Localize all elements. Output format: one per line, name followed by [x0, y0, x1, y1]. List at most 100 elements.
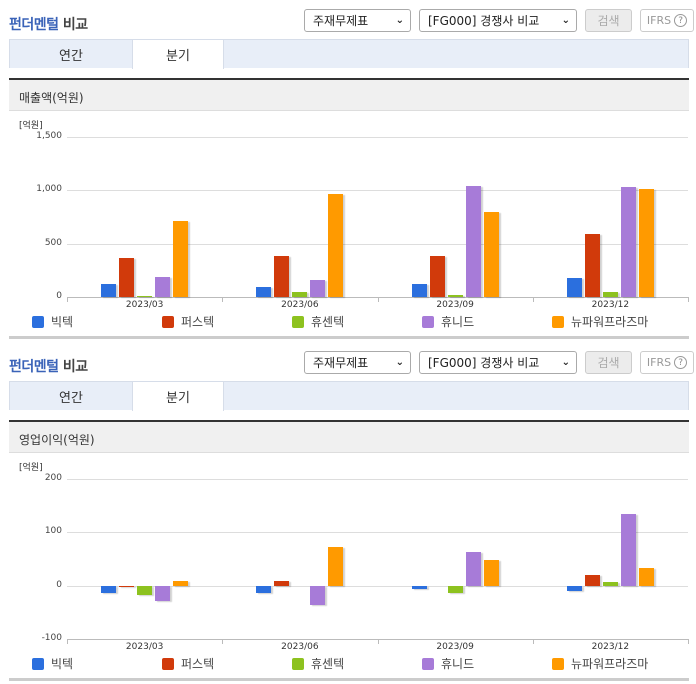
bar-휴니드[interactable]: [155, 585, 171, 602]
ifrs-label: IFRS: [646, 14, 672, 27]
chevron-down-icon: ⌄: [395, 357, 404, 368]
ifrs-button[interactable]: IFRS ?: [640, 351, 694, 374]
x-tick-mark: [67, 297, 68, 302]
legend-swatch-icon: [162, 315, 174, 328]
x-tick-label: 2023/12: [591, 642, 630, 652]
bar-빅텍[interactable]: [411, 283, 427, 297]
x-tick-mark: [377, 297, 379, 302]
y-unit-label: [억원]: [19, 121, 43, 131]
legend-swatch-icon: [292, 657, 304, 670]
bar-휴센텍[interactable]: [137, 295, 153, 297]
bar-퍼스텍[interactable]: [584, 575, 600, 586]
bar-뉴파워프라즈마[interactable]: [638, 568, 654, 586]
bar-빅텍[interactable]: [101, 585, 117, 594]
x-tick-mark: [222, 297, 224, 302]
legend-item[interactable]: 퍼스텍: [162, 655, 214, 672]
bar-휴센텍[interactable]: [602, 291, 618, 297]
bar-뉴파워프라즈마[interactable]: [328, 193, 344, 297]
period-tabs: 연간 분기: [9, 381, 689, 411]
bar-뉴파워프라즈마[interactable]: [328, 547, 344, 586]
tab-quarterly[interactable]: 분기: [132, 40, 224, 69]
x-tick-mark: [222, 639, 224, 644]
bar-빅텍[interactable]: [256, 585, 272, 594]
bar-휴센텍[interactable]: [292, 291, 308, 297]
tab-quarterly[interactable]: 분기: [132, 382, 224, 411]
y-tick-label: -100: [41, 633, 62, 643]
gridline: [67, 190, 688, 192]
bar-뉴파워프라즈마[interactable]: [638, 188, 654, 297]
gridline: [67, 243, 688, 245]
statement-type-select[interactable]: 주재무제표 ⌄: [304, 351, 411, 374]
legend-item[interactable]: 뉴파워프라즈마: [552, 655, 648, 672]
legend-item[interactable]: 휴니드: [422, 313, 474, 330]
bar-빅텍[interactable]: [566, 585, 582, 591]
section-bottom-rule: [9, 336, 689, 339]
bar-빅텍[interactable]: [101, 283, 117, 297]
x-tick-label: 2023/09: [436, 300, 474, 310]
bar-휴니드[interactable]: [620, 186, 636, 297]
bar-뉴파워프라즈마[interactable]: [483, 560, 499, 586]
x-tick-mark: [532, 297, 534, 302]
legend-item[interactable]: 퍼스텍: [162, 313, 214, 330]
search-button[interactable]: 검색: [585, 351, 632, 374]
help-icon[interactable]: ?: [674, 356, 688, 369]
legend-swatch-icon: [32, 315, 44, 328]
bar-뉴파워프라즈마[interactable]: [483, 212, 499, 297]
ifrs-button[interactable]: IFRS ?: [640, 9, 694, 32]
bar-휴니드[interactable]: [465, 185, 481, 297]
x-tick-label: 2023/03: [125, 300, 164, 310]
statement-type-select[interactable]: 주재무제표 ⌄: [304, 9, 411, 32]
x-tick-mark: [377, 639, 379, 644]
comparison-group-select[interactable]: [FG000] 경쟁사 비교 ⌄: [419, 9, 577, 32]
bar-빅텍[interactable]: [411, 585, 427, 589]
legend-swatch-icon: [422, 315, 434, 328]
section-title: 펀더멘털 비교: [9, 356, 88, 376]
tab-annual[interactable]: 연간: [59, 391, 83, 406]
x-tick-label: 2023/03: [125, 642, 164, 652]
section-title-blue: 펀더멘털: [9, 359, 59, 375]
bar-퍼스텍[interactable]: [119, 585, 135, 588]
section-bottom-rule: [9, 678, 689, 681]
bar-퍼스텍[interactable]: [274, 256, 290, 297]
legend-item[interactable]: 빅텍: [32, 313, 73, 330]
legend-item[interactable]: 휴센텍: [292, 313, 344, 330]
controls: 주재무제표 ⌄ [FG000] 경쟁사 비교 ⌄ 검색 IFRS ?: [304, 9, 694, 32]
legend-item[interactable]: 휴니드: [422, 655, 474, 672]
legend-item[interactable]: 빅텍: [32, 655, 73, 672]
help-icon[interactable]: ?: [674, 14, 688, 27]
legend-item[interactable]: 뉴파워프라즈마: [552, 313, 648, 330]
chart-legend: 빅텍 퍼스텍 휴센텍 휴니드 뉴파워프라즈마: [0, 313, 696, 331]
bar-빅텍[interactable]: [256, 286, 272, 297]
statement-type-value: 주재무제표: [313, 14, 369, 28]
tab-annual[interactable]: 연간: [59, 49, 83, 64]
bar-휴센텍[interactable]: [447, 585, 463, 593]
bar-휴니드[interactable]: [310, 585, 326, 606]
section-title-dark: 비교: [62, 17, 88, 33]
bar-휴니드[interactable]: [155, 276, 171, 297]
bar-휴니드[interactable]: [465, 551, 481, 586]
legend-label: 휴니드: [441, 657, 475, 671]
bar-퍼스텍[interactable]: [429, 256, 445, 297]
comparison-group-select[interactable]: [FG000] 경쟁사 비교 ⌄: [419, 351, 577, 374]
bar-휴니드[interactable]: [620, 513, 636, 586]
bar-빅텍[interactable]: [566, 277, 582, 297]
chart-legend: 빅텍 퍼스텍 휴센텍 휴니드 뉴파워프라즈마: [0, 655, 696, 673]
bar-휴센텍[interactable]: [447, 294, 463, 297]
bar-휴센텍[interactable]: [602, 581, 618, 586]
bar-퍼스텍[interactable]: [119, 257, 135, 297]
comparison-group-value: [FG000] 경쟁사 비교: [428, 356, 540, 370]
x-tick-label: 2023/06: [281, 300, 319, 310]
legend-label: 퍼스텍: [181, 657, 215, 671]
bar-휴니드[interactable]: [310, 280, 326, 297]
search-button[interactable]: 검색: [585, 9, 632, 32]
y-tick-label: 0: [56, 579, 62, 590]
bar-휴센텍[interactable]: [137, 585, 153, 596]
controls: 주재무제표 ⌄ [FG000] 경쟁사 비교 ⌄ 검색 IFRS ?: [304, 351, 694, 374]
x-tick-mark: [688, 639, 689, 644]
bar-뉴파워프라즈마[interactable]: [173, 581, 189, 586]
bar-뉴파워프라즈마[interactable]: [173, 221, 189, 297]
bar-퍼스텍[interactable]: [274, 581, 290, 586]
bar-퍼스텍[interactable]: [584, 233, 600, 297]
divider: [9, 420, 689, 422]
legend-item[interactable]: 휴센텍: [292, 655, 344, 672]
